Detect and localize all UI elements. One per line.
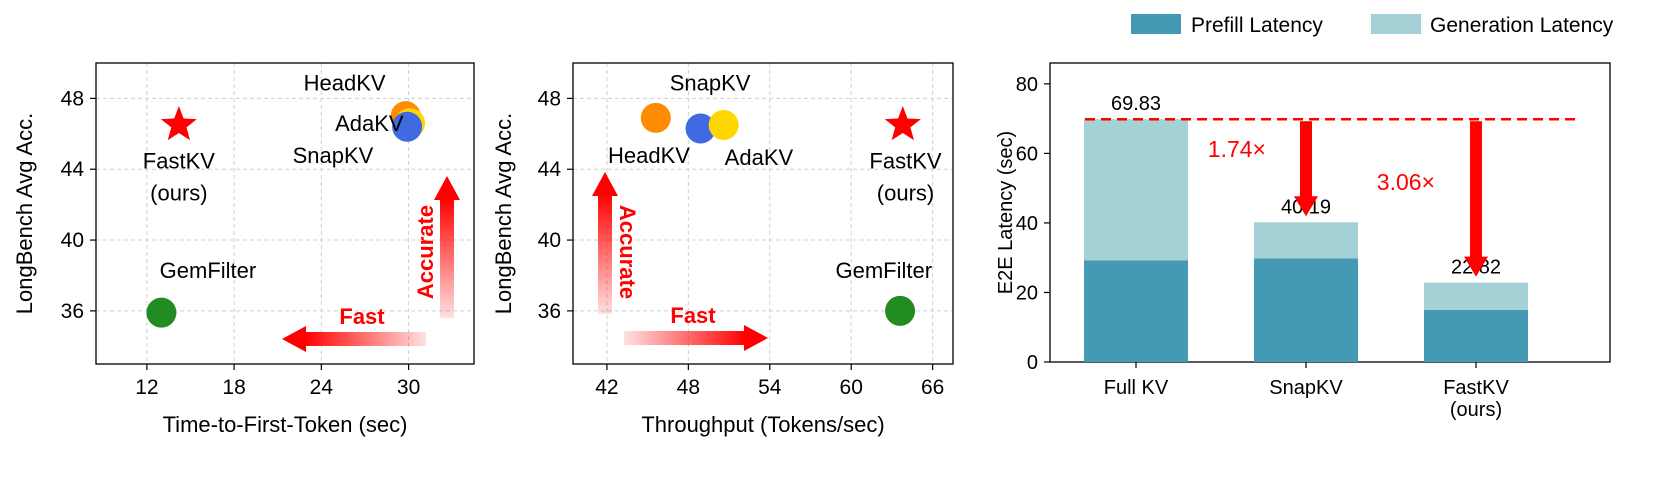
plot-frame bbox=[95, 62, 475, 365]
x-axis-label: Throughput (Tokens/sec) bbox=[641, 412, 884, 437]
fast-arrow-label: Fast bbox=[670, 303, 716, 328]
fast-arrow-label: Fast bbox=[339, 304, 385, 329]
point-gemfilter bbox=[146, 297, 177, 328]
y-tick-label: 60 bbox=[1016, 143, 1038, 165]
point-snapkv bbox=[392, 111, 423, 142]
point-label: HeadKV bbox=[608, 143, 690, 168]
point-gemfilter bbox=[885, 295, 916, 326]
y-tick-label: 80 bbox=[1016, 74, 1038, 96]
y-tick-label: 40 bbox=[1016, 213, 1038, 235]
x-tick-label: SnapKV bbox=[1269, 377, 1343, 399]
y-tick-label: 44 bbox=[61, 158, 85, 181]
bar-prefill bbox=[1424, 309, 1528, 362]
legend-label-prefill: Prefill Latency bbox=[1191, 14, 1323, 37]
x-axis-label: Time-to-First-Token (sec) bbox=[163, 412, 408, 437]
y-tick-label: 40 bbox=[61, 229, 84, 252]
accurate-arrow-shaft bbox=[440, 198, 454, 318]
bar-prefill bbox=[1254, 258, 1358, 362]
fast-arrow-head bbox=[282, 326, 306, 352]
y-tick-label: 48 bbox=[61, 87, 84, 110]
point-label: GemFilter bbox=[160, 258, 257, 283]
x-tick-label: 18 bbox=[222, 376, 245, 399]
accurate-arrow-label: Accurate bbox=[413, 205, 438, 299]
bar-prefill bbox=[1084, 260, 1188, 362]
y-axis-label: LongBench Avg Acc. bbox=[491, 113, 516, 314]
y-tick-label: 20 bbox=[1016, 282, 1038, 304]
point-label: HeadKV bbox=[304, 70, 386, 95]
bar-generation bbox=[1424, 282, 1528, 310]
fast-arrow-shaft bbox=[304, 332, 426, 346]
y-tick-label: 36 bbox=[538, 300, 561, 323]
x-tick-label: FastKV bbox=[1443, 377, 1509, 399]
accurate-arrow-shaft bbox=[598, 194, 612, 314]
x-tick-label: 66 bbox=[921, 376, 944, 399]
legend-swatch-generation bbox=[1371, 14, 1421, 34]
ttft-scatter-chart: 12 18 24 30 36 40 44 48 Time-to-First-Token (sec… bbox=[12, 62, 475, 437]
bar-generation bbox=[1084, 119, 1188, 261]
x-tick-label: 24 bbox=[310, 376, 334, 399]
x-tick-label: 60 bbox=[840, 376, 863, 399]
x-tick-label: 42 bbox=[595, 376, 618, 399]
x-tick-label: 54 bbox=[758, 376, 782, 399]
speedup-arrow-head bbox=[1464, 256, 1488, 277]
bar-generation bbox=[1254, 222, 1358, 259]
speedup-arrow-shaft bbox=[1300, 121, 1312, 199]
point-fastkv bbox=[160, 106, 197, 141]
y-tick-label: 44 bbox=[538, 158, 562, 181]
y-axis-label: E2E Latency (sec) bbox=[995, 131, 1017, 294]
y-tick-label: 48 bbox=[538, 87, 561, 110]
y-tick-label: 36 bbox=[61, 300, 84, 323]
point-label: SnapKV bbox=[293, 143, 374, 168]
y-axis-label: LongBench Avg Acc. bbox=[12, 113, 37, 314]
accurate-arrow-label: Accurate bbox=[615, 205, 640, 299]
x-tick-label: 12 bbox=[135, 376, 158, 399]
throughput-scatter-chart: 42 48 54 60 66 36 40 44 48 Throughput (Tokens/sec… bbox=[491, 62, 954, 437]
bar-legend: Prefill Latency Generation Latency bbox=[1131, 14, 1614, 37]
x-tick-label: (ours) bbox=[1450, 399, 1502, 421]
bar-total-label: 69.83 bbox=[1111, 93, 1161, 115]
point-label: FastKV bbox=[869, 148, 941, 173]
accurate-arrow-head bbox=[434, 176, 460, 200]
point-label: SnapKV bbox=[670, 70, 751, 95]
point-label: AdaKV bbox=[725, 145, 794, 170]
point-adakv bbox=[708, 109, 739, 140]
speedup-arrow-shaft bbox=[1470, 121, 1482, 259]
point-label: AdaKV bbox=[335, 111, 404, 136]
point-label: (ours) bbox=[150, 180, 207, 205]
point-label: (ours) bbox=[877, 180, 934, 205]
speedup-arrow-head bbox=[1294, 196, 1318, 217]
point-snapkv bbox=[685, 113, 716, 144]
x-tick-label: Full KV bbox=[1104, 377, 1169, 399]
accurate-arrow-head bbox=[592, 172, 618, 196]
fast-arrow-shaft bbox=[624, 331, 746, 345]
plot-frame bbox=[572, 62, 954, 365]
point-label: FastKV bbox=[143, 148, 215, 173]
point-headkv bbox=[640, 102, 671, 133]
fast-arrow-head bbox=[744, 325, 768, 351]
speedup-label: 1.74× bbox=[1208, 136, 1266, 162]
speedup-label: 3.06× bbox=[1377, 169, 1435, 195]
y-tick-label: 40 bbox=[538, 229, 561, 252]
y-tick-label: 0 bbox=[1027, 352, 1038, 374]
point-label: GemFilter bbox=[836, 258, 933, 283]
point-fastkv bbox=[884, 106, 921, 141]
x-tick-label: 48 bbox=[677, 376, 700, 399]
legend-label-generation: Generation Latency bbox=[1430, 14, 1614, 37]
legend-swatch-prefill bbox=[1131, 14, 1181, 34]
x-tick-label: 30 bbox=[397, 376, 420, 399]
